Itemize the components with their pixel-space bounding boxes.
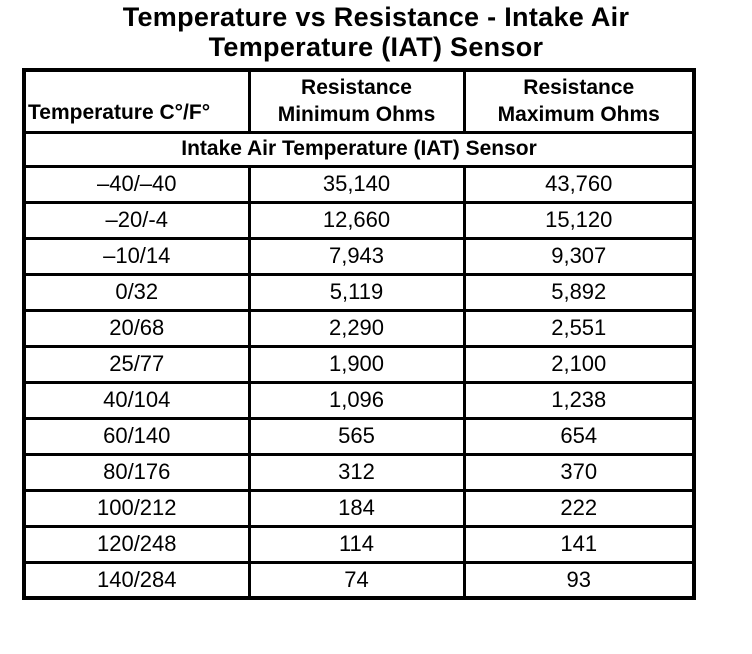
- cell-temperature: 140/284: [22, 560, 251, 600]
- cell-resistance-max: 5,892: [462, 272, 696, 312]
- cell-resistance-min: 2,290: [247, 308, 466, 348]
- iat-sensor-resistance-table: Temperature C°/F° Resistance Minimum Ohm…: [22, 68, 696, 601]
- table-body: –40/–40 35,140 43,760 –20/-4 12,660 15,120 –10…: [22, 164, 696, 600]
- cell-resistance-min: 7,943: [247, 236, 466, 276]
- table-row: 100/212 184 222: [22, 488, 696, 528]
- cell-resistance-min: 184: [247, 488, 466, 528]
- table-row: 60/140 565 654: [22, 416, 696, 456]
- cell-resistance-min: 5,119: [247, 272, 466, 312]
- table-row: –10/14 7,943 9,307: [22, 236, 696, 276]
- cell-resistance-min: 312: [247, 452, 466, 492]
- table-row: 120/248 114 141: [22, 524, 696, 564]
- section-header: Intake Air Temperature (IAT) Sensor: [22, 130, 696, 168]
- cell-resistance-max: 2,100: [462, 344, 696, 384]
- table-row: –40/–40 35,140 43,760: [22, 164, 696, 204]
- cell-resistance-max: 9,307: [462, 236, 696, 276]
- header-row: Temperature C°/F° Resistance Minimum Ohm…: [22, 68, 696, 134]
- cell-temperature: 100/212: [22, 488, 251, 528]
- cell-resistance-max: 141: [462, 524, 696, 564]
- cell-resistance-max: 93: [462, 560, 696, 600]
- cell-resistance-max: 2,551: [462, 308, 696, 348]
- page-title: Temperature vs Resistance - Intake Air T…: [0, 2, 752, 62]
- cell-temperature: 80/176: [22, 452, 251, 492]
- cell-temperature: 120/248: [22, 524, 251, 564]
- cell-temperature: 0/32: [22, 272, 251, 312]
- cell-resistance-max: 15,120: [462, 200, 696, 240]
- column-header-resistance-min-line1: Resistance: [301, 76, 412, 100]
- column-header-resistance-min-line2: Minimum Ohms: [277, 102, 436, 126]
- column-header-temperature: Temperature C°/F°: [22, 68, 251, 134]
- cell-resistance-min: 1,096: [247, 380, 466, 420]
- table-row: 140/284 74 93: [22, 560, 696, 600]
- column-header-resistance-max: Resistance Maximum Ohms: [462, 68, 696, 134]
- cell-temperature: 25/77: [22, 344, 251, 384]
- cell-resistance-min: 114: [247, 524, 466, 564]
- cell-resistance-min: 74: [247, 560, 466, 600]
- table-row: 80/176 312 370: [22, 452, 696, 492]
- cell-resistance-max: 654: [462, 416, 696, 456]
- cell-temperature: –10/14: [22, 236, 251, 276]
- section-header-row: Intake Air Temperature (IAT) Sensor: [22, 130, 696, 168]
- page-title-line2: Temperature (IAT) Sensor: [208, 31, 544, 62]
- page-title-line1: Temperature vs Resistance - Intake Air: [122, 2, 630, 32]
- column-header-resistance-min: Resistance Minimum Ohms: [247, 68, 466, 134]
- cell-resistance-max: 43,760: [462, 164, 696, 204]
- table-row: –20/-4 12,660 15,120: [22, 200, 696, 240]
- cell-resistance-min: 565: [247, 416, 466, 456]
- column-header-resistance-max-line1: Resistance: [523, 76, 635, 100]
- cell-resistance-min: 1,900: [247, 344, 466, 384]
- cell-temperature: 40/104: [22, 380, 251, 420]
- table-row: 20/68 2,290 2,551: [22, 308, 696, 348]
- cell-resistance-min: 12,660: [247, 200, 466, 240]
- cell-temperature: 20/68: [22, 308, 251, 348]
- cell-resistance-max: 370: [462, 452, 696, 492]
- cell-temperature: 60/140: [22, 416, 251, 456]
- cell-temperature: –40/–40: [22, 164, 251, 204]
- cell-resistance-min: 35,140: [247, 164, 466, 204]
- table-row: 0/32 5,119 5,892: [22, 272, 696, 312]
- table-row: 40/104 1,096 1,238: [22, 380, 696, 420]
- cell-resistance-max: 222: [462, 488, 696, 528]
- cell-resistance-max: 1,238: [462, 380, 696, 420]
- table-row: 25/77 1,900 2,100: [22, 344, 696, 384]
- column-header-resistance-max-line2: Maximum Ohms: [497, 102, 660, 126]
- cell-temperature: –20/-4: [22, 200, 251, 240]
